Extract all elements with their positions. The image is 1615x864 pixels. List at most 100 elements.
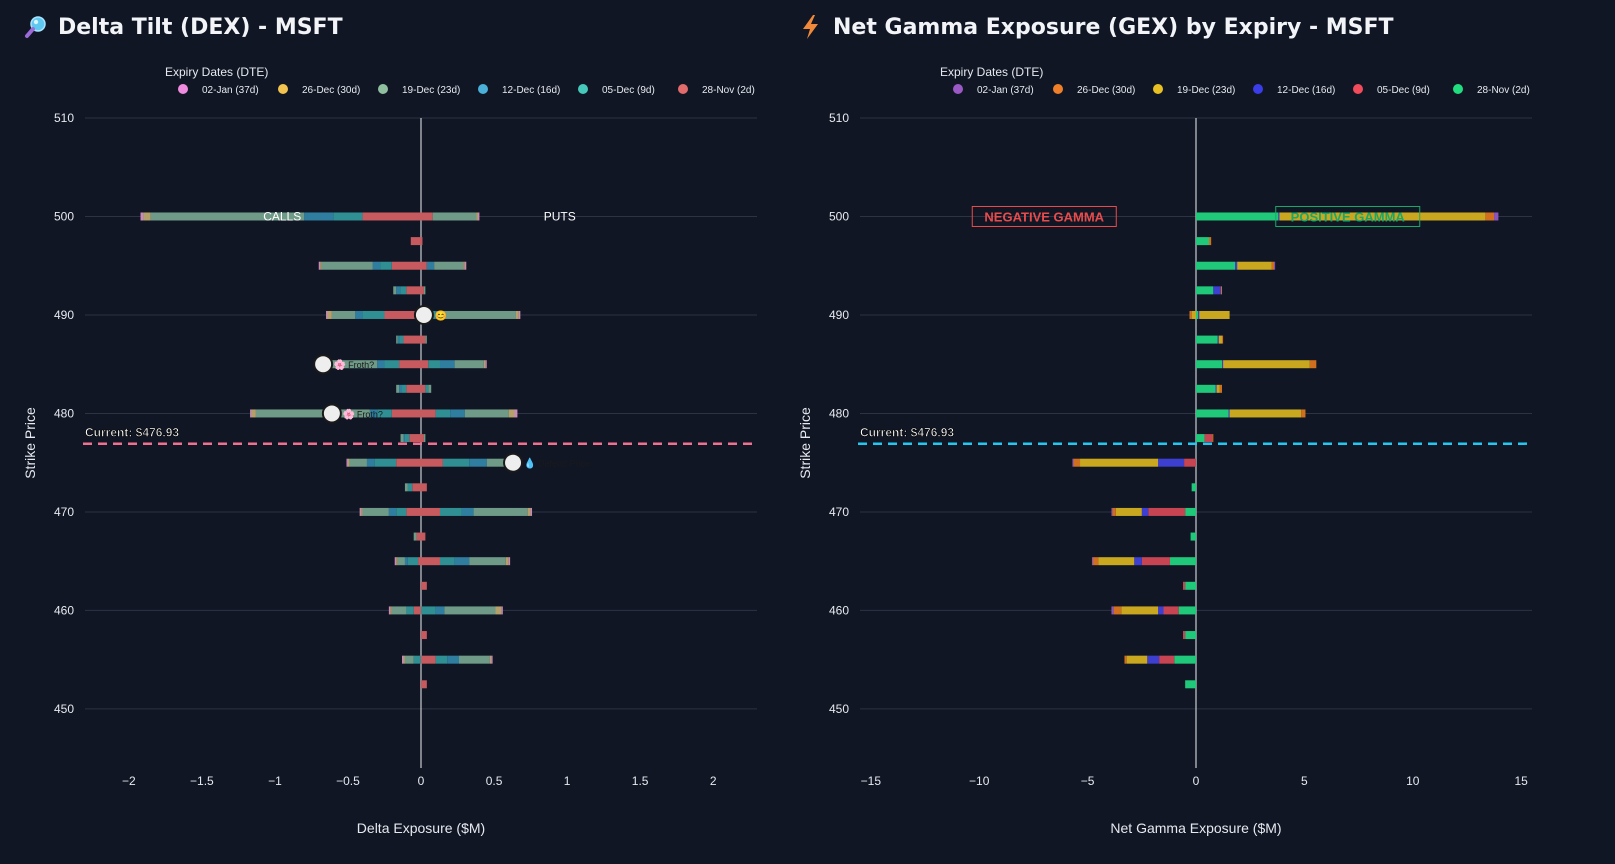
y-tick-label: 500 <box>54 209 74 223</box>
bar-segment <box>413 532 417 541</box>
bar-segment <box>407 483 413 492</box>
x-tick-label: 0 <box>1193 774 1200 788</box>
x-tick-label: −1 <box>268 774 282 788</box>
bar-segment <box>421 286 424 295</box>
bar-segment <box>1237 261 1272 270</box>
bar-segment <box>326 360 378 369</box>
bar-segment <box>421 212 433 221</box>
bar-segment <box>421 360 429 369</box>
bar-segment <box>1126 655 1148 664</box>
bar-segment <box>1141 507 1149 516</box>
bar-segment <box>435 606 445 615</box>
bar-segment <box>508 409 515 418</box>
y-tick-label: 460 <box>54 603 74 617</box>
bar-segment <box>435 655 448 664</box>
bar-segment <box>428 384 432 393</box>
bar-segment <box>1182 581 1186 590</box>
bar-segment <box>439 360 455 369</box>
current-price-label: Current: $476.93 <box>85 426 179 440</box>
legend-label: 02-Jan (37d) <box>977 85 1034 96</box>
bar-segment <box>425 384 429 393</box>
annotation-label: POSITIVE GAMMA <box>1291 209 1406 224</box>
delta-tilt-chart: 450 460 470 480 490 500 510 −2 −1.5 −1 −0.5 0 0.5 1 1.… <box>22 65 757 836</box>
signal-marker <box>503 452 524 473</box>
bar-segment <box>1111 507 1113 516</box>
bar-segment <box>1196 212 1279 221</box>
legend-swatch <box>478 84 488 94</box>
bar-segment <box>1113 606 1122 615</box>
bar-segment <box>393 286 397 295</box>
bar-segment <box>439 507 462 516</box>
bar-segment <box>391 606 407 615</box>
bar-segment <box>527 507 531 516</box>
bar-segment <box>421 557 440 566</box>
annotation-label: NEGATIVE GAMMA <box>984 209 1104 224</box>
x-tick-label: −0.5 <box>336 774 360 788</box>
bar-segment <box>1222 360 1224 369</box>
bar-segment <box>421 631 427 640</box>
bar-segment <box>1115 507 1142 516</box>
bar-segment <box>1158 606 1164 615</box>
legend-title: Expiry Dates (DTE) <box>165 65 268 79</box>
y-tick-label: 470 <box>829 505 849 519</box>
bar-segment <box>349 458 367 467</box>
bar-segment <box>1185 680 1196 689</box>
y-axis-label: Strike Price <box>797 407 813 479</box>
bar-segment <box>491 655 493 664</box>
bar-segment <box>1185 581 1196 590</box>
bar-segment <box>327 310 332 319</box>
legend-swatch <box>678 84 688 94</box>
chart-title: Delta Tilt (DEX) - MSFT <box>24 14 343 40</box>
bar-segment <box>384 310 421 319</box>
x-tick-label: −1.5 <box>190 774 214 788</box>
bar-segment <box>464 261 467 270</box>
bar-segment <box>1174 655 1196 664</box>
bar-segment <box>423 434 426 443</box>
bar-segment <box>1196 434 1205 443</box>
x-tick-label: 0.5 <box>486 774 503 788</box>
legend-swatch <box>278 84 288 94</box>
bar-segment <box>403 335 421 344</box>
bar-segment <box>321 261 373 270</box>
bar-segment <box>1196 261 1236 270</box>
bar-segment <box>1158 458 1185 467</box>
bar-segment <box>251 409 256 418</box>
bar-segment <box>400 286 407 295</box>
signal-marker <box>313 354 334 375</box>
signal-marker <box>413 304 434 325</box>
bar-segment <box>421 680 427 689</box>
bar-segment <box>361 507 363 516</box>
bar-segment <box>1191 310 1196 319</box>
bar-segment <box>423 286 426 295</box>
legend-label: 02-Jan (37d) <box>202 85 259 96</box>
y-axis-label: Strike Price <box>22 407 38 479</box>
bar-segment <box>473 507 528 516</box>
bar-segment <box>1159 655 1175 664</box>
bar-segment <box>454 360 484 369</box>
bar-segment <box>391 409 421 418</box>
marker-label: Froth? <box>348 360 374 370</box>
bar-segment <box>391 261 421 270</box>
bar-segment <box>1198 310 1200 319</box>
bar-segment <box>1220 286 1223 295</box>
bar-segment <box>1178 606 1196 615</box>
chart-title: Net Gamma Exposure (GEX) by Expiry - MSF… <box>799 14 1394 40</box>
legend-label: 12-Dec (16d) <box>1277 85 1335 96</box>
x-tick-label: −10 <box>969 774 990 788</box>
current-price-label: Current: $476.93 <box>860 426 954 440</box>
bar-segment <box>435 310 443 319</box>
legend-label: 26-Dec (30d) <box>1077 85 1135 96</box>
bar-segment <box>326 310 328 319</box>
bar-segment <box>403 655 405 664</box>
bar-segment <box>1215 384 1217 393</box>
bar-segment <box>374 458 397 467</box>
bar-segment <box>1219 384 1223 393</box>
froth-icon: 🌸 <box>334 358 346 371</box>
bar-segment <box>1112 507 1116 516</box>
bar-segment <box>399 360 421 369</box>
bar-segment <box>428 360 440 369</box>
bar-segment <box>421 606 436 615</box>
bar-segment <box>143 212 151 221</box>
bar-segment <box>355 310 363 319</box>
